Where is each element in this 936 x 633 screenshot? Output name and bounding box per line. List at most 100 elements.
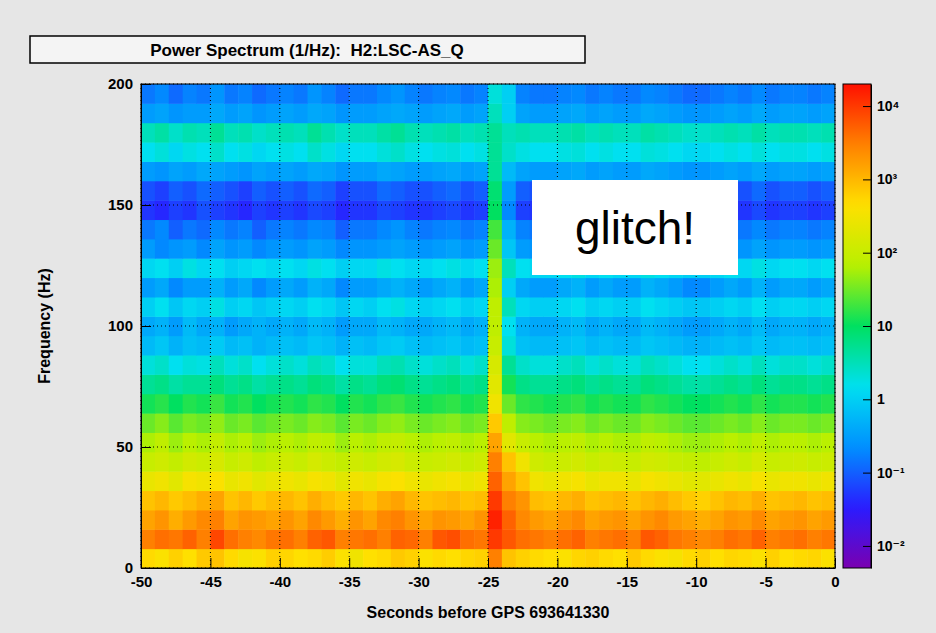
cell <box>474 413 488 433</box>
cell <box>682 413 696 433</box>
cell <box>210 142 224 162</box>
cell <box>474 491 488 511</box>
cell <box>793 452 807 472</box>
cell <box>335 142 349 162</box>
cell <box>294 200 308 220</box>
cell <box>363 278 377 298</box>
cell <box>280 510 294 530</box>
cell <box>155 549 169 568</box>
cell <box>252 142 266 162</box>
cell <box>266 529 280 549</box>
cell <box>294 181 308 201</box>
cell <box>266 200 280 220</box>
cell <box>252 394 266 414</box>
cell <box>460 510 474 530</box>
cell <box>752 491 766 511</box>
cell <box>349 336 363 356</box>
cell <box>571 452 585 472</box>
cell <box>266 103 280 123</box>
cell <box>821 123 835 143</box>
x-axis-title: Seconds before GPS 693641330 <box>367 604 610 621</box>
x-axis: -50-45-40-35-30-25-20-15-10-50 <box>131 558 840 590</box>
cell <box>793 258 807 278</box>
cell <box>599 510 613 530</box>
cell <box>141 239 155 259</box>
cell <box>613 297 627 317</box>
y-axis-title: Frequency (Hz) <box>36 268 53 384</box>
tick-mark <box>141 205 151 206</box>
cell <box>502 297 516 317</box>
cell <box>544 278 558 298</box>
cell <box>779 452 793 472</box>
cell <box>807 549 821 568</box>
cell <box>377 181 391 201</box>
cell <box>197 220 211 240</box>
cell <box>682 510 696 530</box>
cell <box>807 220 821 240</box>
cell <box>530 452 544 472</box>
cell <box>502 336 516 356</box>
cell <box>294 549 308 568</box>
cell <box>141 355 155 375</box>
cell <box>571 336 585 356</box>
cell <box>502 258 516 278</box>
cell <box>197 432 211 452</box>
cell <box>655 278 669 298</box>
cell <box>377 471 391 491</box>
cell <box>474 549 488 568</box>
cell <box>516 471 530 491</box>
cell <box>738 374 752 394</box>
tick: -15 <box>616 558 638 590</box>
cell <box>432 123 446 143</box>
tick-label: -20 <box>547 573 569 590</box>
cell <box>391 200 405 220</box>
cell <box>349 239 363 259</box>
cell <box>335 413 349 433</box>
cell <box>391 549 405 568</box>
cell <box>807 103 821 123</box>
cell <box>807 161 821 181</box>
cell <box>557 452 571 472</box>
cell <box>460 123 474 143</box>
cell <box>377 297 391 317</box>
cell <box>641 413 655 433</box>
cell <box>308 510 322 530</box>
cell <box>766 394 780 414</box>
cell <box>238 355 252 375</box>
cell <box>169 355 183 375</box>
cell <box>335 529 349 549</box>
cell <box>807 471 821 491</box>
cell <box>544 142 558 162</box>
cell <box>557 529 571 549</box>
cell <box>321 297 335 317</box>
cell <box>238 239 252 259</box>
cell <box>655 374 669 394</box>
cell <box>210 103 224 123</box>
cell <box>655 336 669 356</box>
cell <box>391 297 405 317</box>
cell <box>585 413 599 433</box>
cell <box>197 258 211 278</box>
cell <box>169 394 183 414</box>
cell <box>419 355 433 375</box>
cell <box>682 103 696 123</box>
cell <box>224 374 238 394</box>
cell <box>335 394 349 414</box>
cell <box>544 374 558 394</box>
cell <box>599 297 613 317</box>
tick: 150 <box>108 196 151 213</box>
cell <box>183 220 197 240</box>
cell <box>155 200 169 220</box>
cell <box>391 123 405 143</box>
cell <box>335 374 349 394</box>
cell <box>668 413 682 433</box>
cell <box>793 529 807 549</box>
cell <box>530 374 544 394</box>
cell <box>155 374 169 394</box>
cell <box>516 549 530 568</box>
cell <box>238 278 252 298</box>
cell <box>807 374 821 394</box>
cell <box>488 181 502 201</box>
cell <box>752 142 766 162</box>
cell <box>766 549 780 568</box>
